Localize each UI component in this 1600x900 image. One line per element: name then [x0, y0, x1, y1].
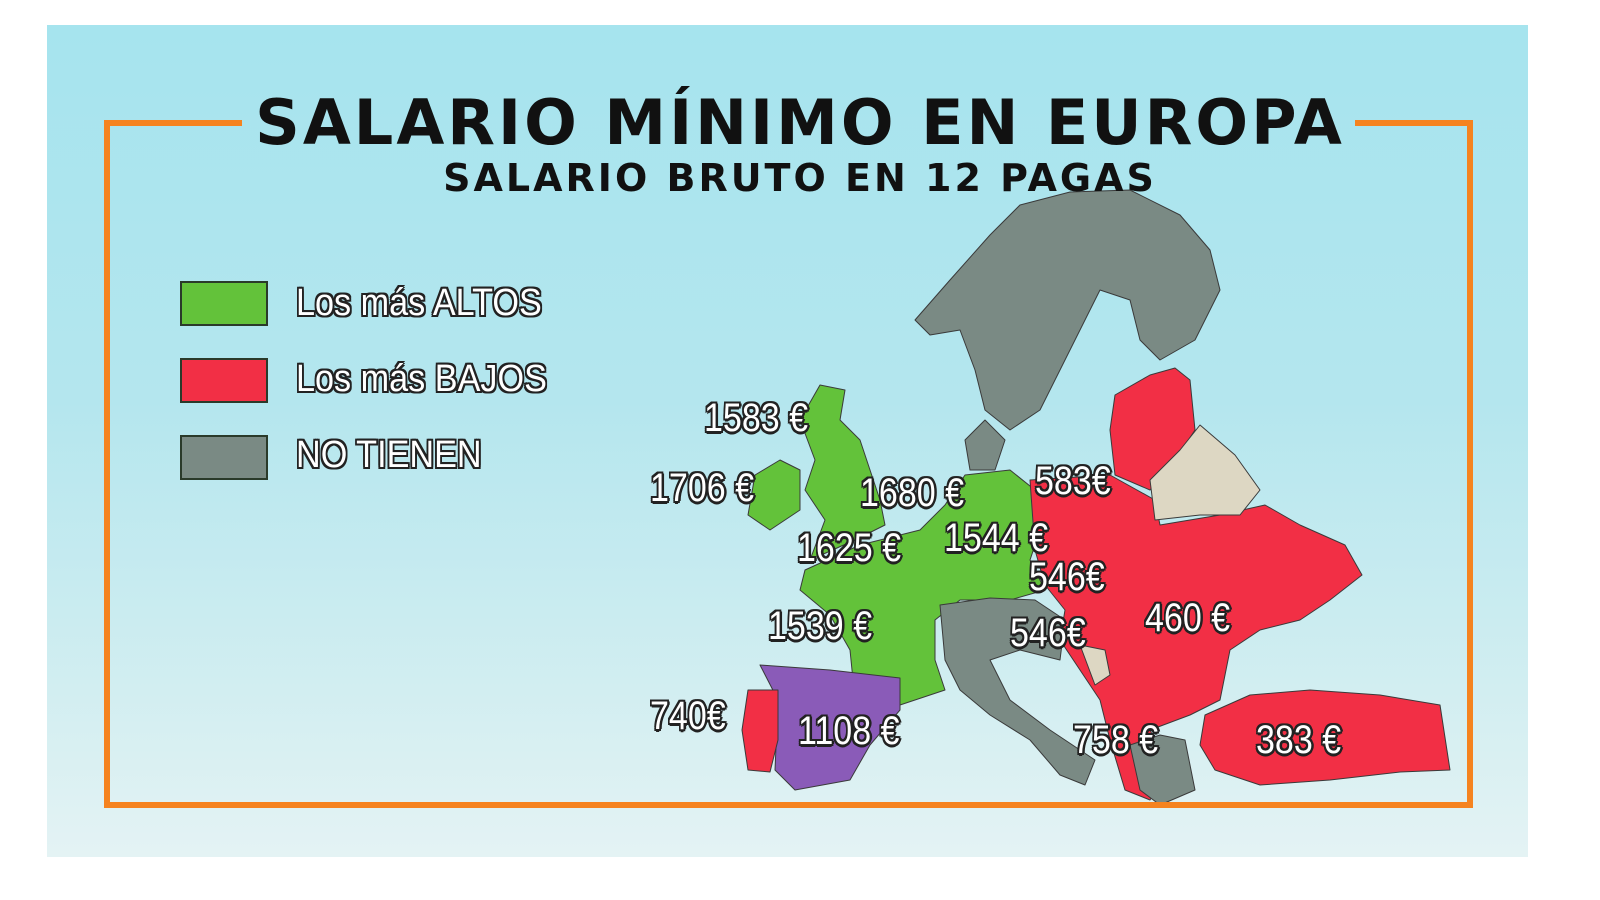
- label-netherlands: 1680 €: [860, 471, 964, 515]
- legend-label-lowest: Los más BAJOS: [296, 358, 547, 400]
- legend-swatch-none: [180, 435, 268, 480]
- label-ireland: 1706 €: [650, 466, 754, 510]
- legend-swatch-highest: [180, 281, 268, 326]
- region-balkans-other: [1079, 644, 1111, 686]
- page-title: SALARIO MÍNIMO EN EUROPA: [255, 86, 1345, 159]
- legend-swatch-lowest: [180, 358, 268, 403]
- region-belarus: [1149, 424, 1261, 521]
- region-denmark: [964, 419, 1006, 471]
- label-uk-north: 1583 €: [704, 396, 808, 440]
- region-portugal: [741, 689, 779, 773]
- region-scandinavia: [914, 189, 1221, 431]
- label-romania: 460 €: [1145, 596, 1231, 640]
- region-ireland: [747, 459, 801, 531]
- legend-label-none: NO TIENEN: [296, 434, 482, 476]
- frame-bottom: [104, 802, 1473, 808]
- label-czech: 546€: [1029, 555, 1105, 599]
- frame-top-right: [1355, 120, 1473, 126]
- label-germany: 1544 €: [944, 516, 1048, 560]
- frame-top-left: [104, 120, 242, 126]
- region-alps-italy: [939, 597, 1096, 786]
- label-belgium: 1625 €: [797, 526, 901, 570]
- label-croatia: 546€: [1010, 611, 1086, 655]
- label-greece: 758 €: [1073, 718, 1159, 762]
- frame-left: [104, 120, 110, 808]
- region-turkey: [1199, 689, 1451, 786]
- region-greece: [1129, 734, 1196, 806]
- page-subtitle: SALARIO BRUTO EN 12 PAGAS: [443, 156, 1157, 200]
- region-uk: [799, 384, 886, 561]
- label-france: 1539 €: [768, 604, 872, 648]
- label-poland: 583€: [1035, 459, 1111, 503]
- frame-right: [1467, 120, 1473, 808]
- label-spain: 1108 €: [798, 709, 900, 753]
- label-portugal: 740€: [650, 694, 726, 738]
- label-turkey: 383 €: [1256, 718, 1342, 762]
- legend-label-highest: Los más ALTOS: [296, 282, 542, 324]
